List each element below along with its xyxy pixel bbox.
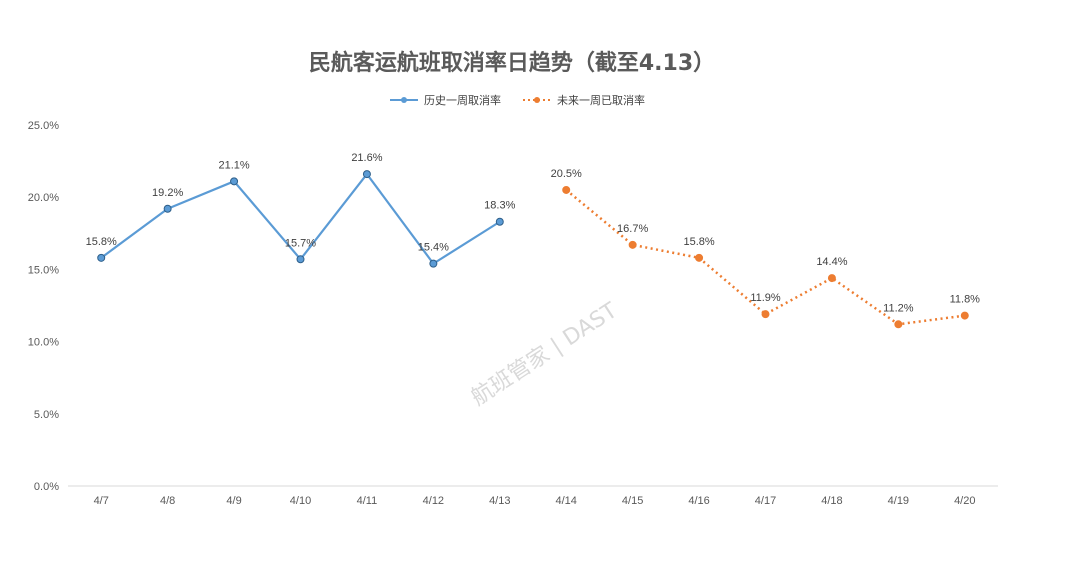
data-label: 19.2%	[152, 187, 183, 199]
data-label: 16.7%	[617, 223, 648, 235]
x-tick-label: 4/15	[622, 495, 643, 507]
data-point	[429, 259, 438, 268]
data-point	[960, 311, 969, 320]
data-point	[362, 170, 371, 179]
legend-marker-future	[534, 97, 540, 103]
legend-item-future: 未来一周已取消率	[523, 93, 645, 107]
credit-overlay: @南都湾财社	[856, 530, 1068, 556]
x-tick-label: 4/11	[357, 495, 378, 507]
chart-title: 民航客运航班取消率日趋势（截至4.13）	[309, 50, 715, 76]
series-0: 15.8% 19.2% 21.1% 15.7% 21.6% 15.4% 18.3%	[86, 152, 516, 268]
data-point	[97, 253, 106, 262]
y-tick-label: 0.0%	[34, 481, 59, 493]
x-tick-label: 4/17	[755, 495, 776, 507]
data-label: 15.7%	[285, 237, 316, 249]
legend-label-future: 未来一周已取消率	[557, 93, 645, 107]
x-tick-label: 4/9	[226, 495, 241, 507]
x-tick-label: 4/16	[688, 495, 709, 507]
data-label: 11.8%	[950, 294, 981, 306]
data-label: 18.3%	[484, 200, 515, 212]
y-tick-label: 15.0%	[28, 264, 59, 276]
data-label: 15.8%	[86, 236, 117, 248]
watermark-text: 航班管家 | DAST	[467, 298, 622, 411]
legend-item-history: 历史一周取消率	[390, 93, 501, 107]
data-label: 15.8%	[683, 236, 714, 248]
data-point	[695, 253, 704, 262]
y-tick-label: 10.0%	[28, 337, 59, 349]
x-tick-label: 4/18	[821, 495, 842, 507]
y-tick-label: 20.0%	[28, 192, 59, 204]
x-tick-label: 4/12	[423, 495, 444, 507]
data-label: 11.9%	[750, 292, 781, 304]
weibo-icon	[856, 530, 880, 554]
y-tick-label: 5.0%	[34, 409, 59, 421]
data-label: 11.2%	[883, 302, 914, 314]
data-label: 14.4%	[816, 256, 847, 268]
credit-text: @南都湾财社	[936, 531, 1068, 556]
y-axis-ticks: 0.0% 5.0% 10.0% 15.0% 20.0% 25.0%	[28, 120, 59, 493]
x-tick-label: 4/20	[954, 495, 975, 507]
data-point	[628, 240, 637, 249]
data-point	[827, 274, 836, 283]
legend: 历史一周取消率 未来一周已取消率	[390, 93, 645, 107]
data-point	[495, 217, 504, 226]
y-tick-label: 25.0%	[28, 120, 59, 132]
data-label: 20.5%	[551, 168, 582, 180]
data-point	[562, 185, 571, 194]
data-point	[163, 204, 172, 213]
data-label: 21.6%	[351, 152, 382, 164]
data-point	[296, 255, 305, 264]
x-axis-ticks: 4/7 4/8 4/9 4/10 4/11 4/12 4/13 4/14 4/15 4/16 4/1…	[94, 495, 976, 507]
series-1: 20.5% 16.7% 15.8% 11.9% 14.4% 11.2% 11.8%	[551, 168, 981, 329]
x-tick-label: 4/19	[888, 495, 909, 507]
data-label: 21.1%	[218, 159, 249, 171]
data-point	[230, 177, 239, 186]
x-tick-label: 4/10	[290, 495, 311, 507]
series-layer: 15.8% 19.2% 21.1% 15.7% 21.6% 15.4% 18.3% 20.5%…	[86, 152, 981, 329]
data-label: 15.4%	[418, 242, 449, 254]
data-point	[761, 310, 770, 319]
x-tick-label: 4/14	[556, 495, 577, 507]
x-tick-label: 4/8	[160, 495, 175, 507]
data-point	[894, 320, 903, 329]
x-tick-label: 4/7	[94, 495, 109, 507]
legend-label-history: 历史一周取消率	[424, 93, 501, 107]
legend-marker-history	[401, 97, 407, 103]
x-tick-label: 4/13	[489, 495, 510, 507]
